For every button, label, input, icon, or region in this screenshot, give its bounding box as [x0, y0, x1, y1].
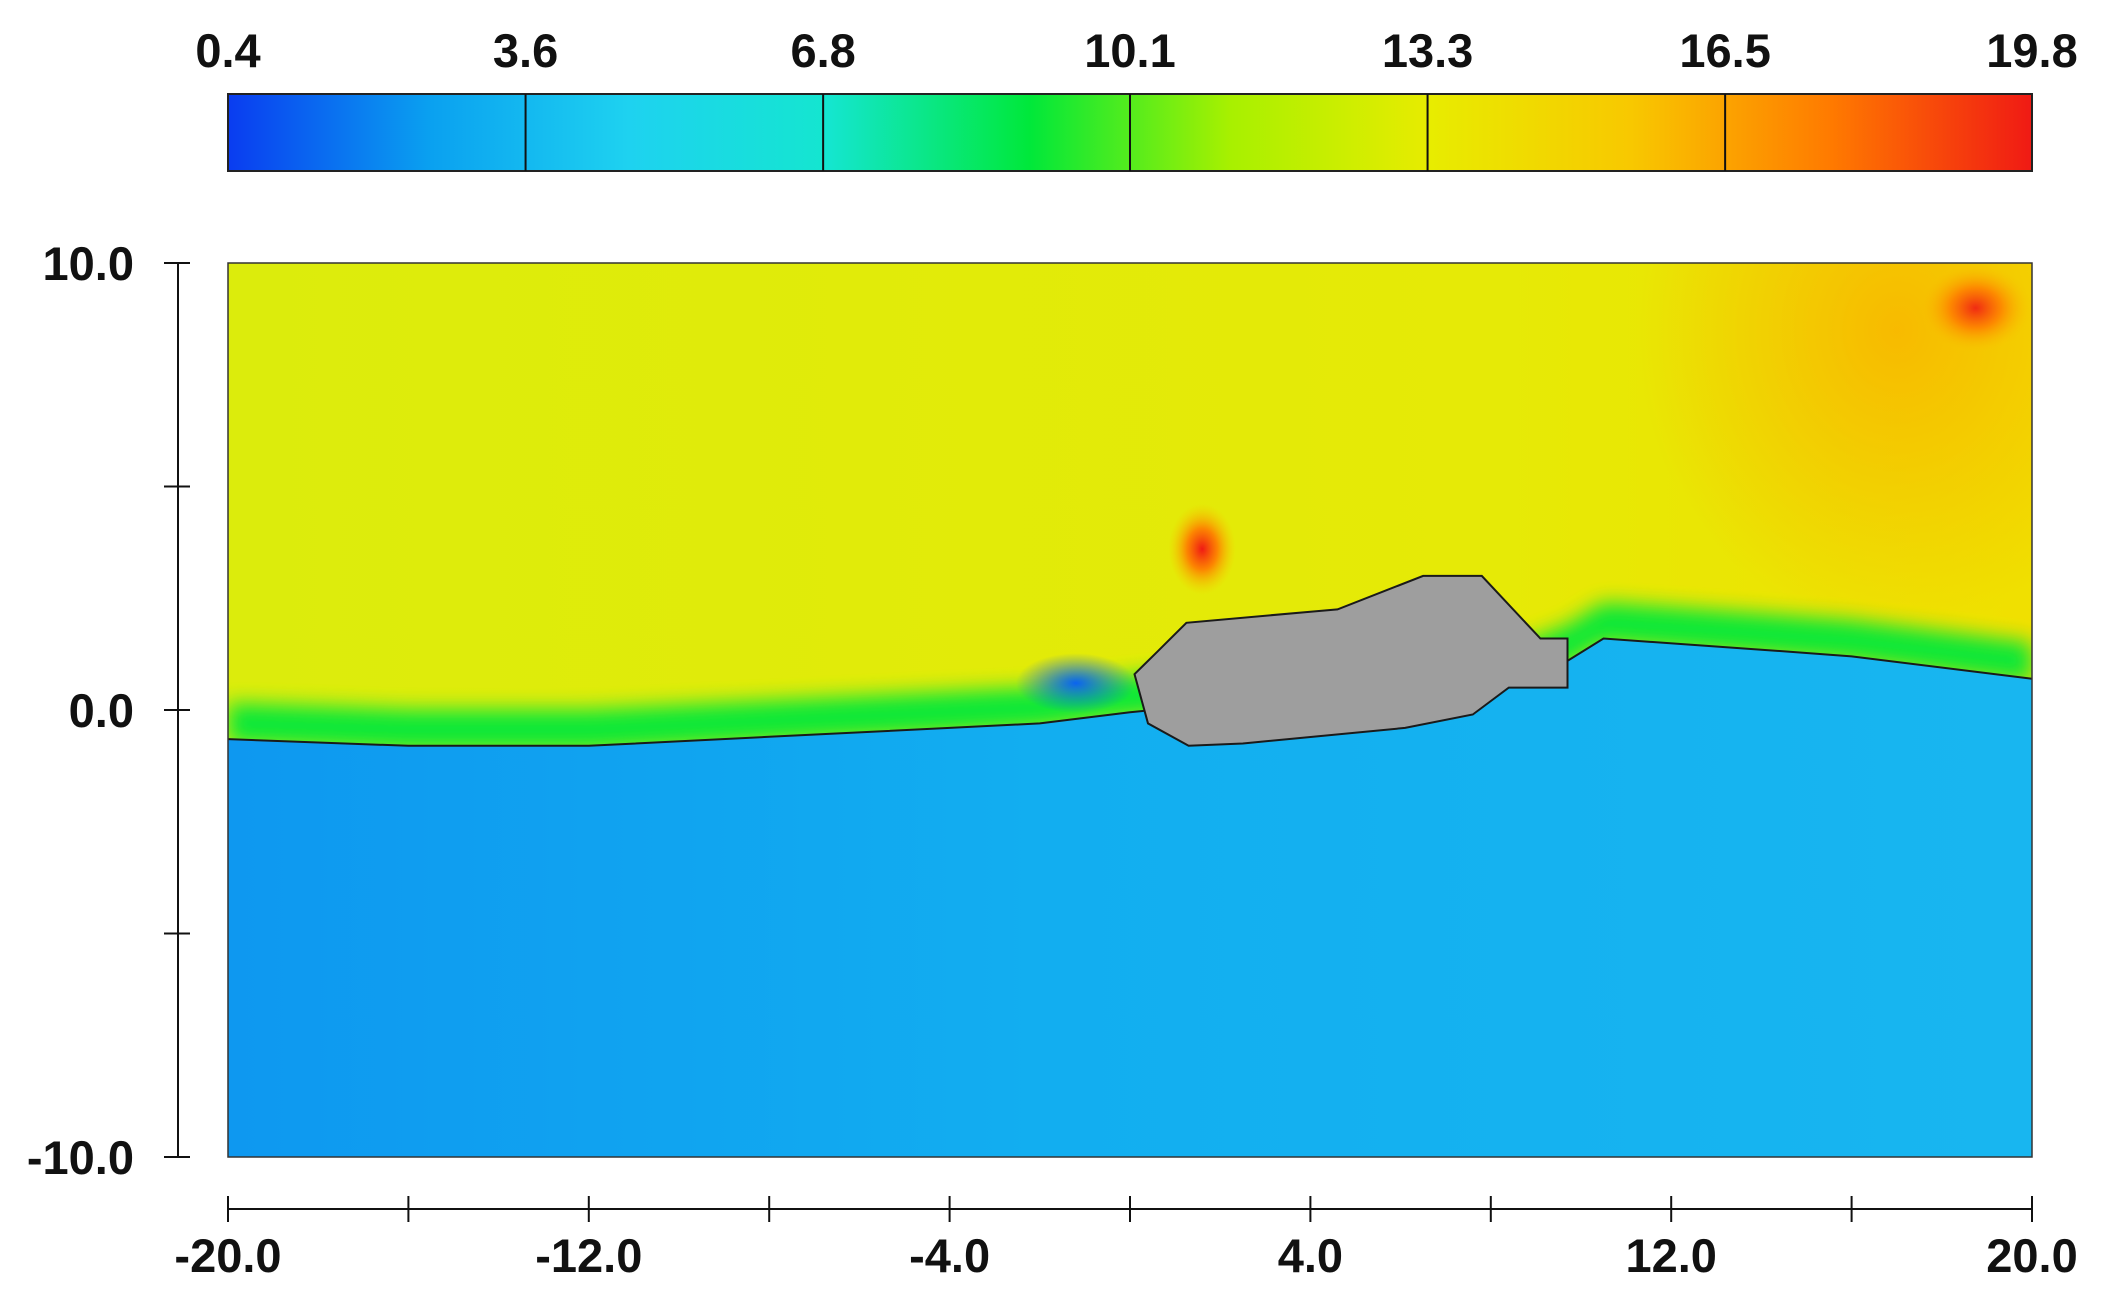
colorbar-tick-label: 10.1 — [1084, 24, 1175, 77]
velocity-minimum — [1015, 653, 1136, 714]
colorbar-ticks: 0.4 3.6 6.8 10.1 13.3 16.5 19.8 — [195, 24, 2078, 171]
floating-body — [1133, 574, 1569, 747]
colorbar-tick-label: 13.3 — [1382, 24, 1473, 77]
colorbar-tick-label: 19.8 — [1986, 24, 2077, 77]
y-tick-label: 0.0 — [69, 684, 134, 737]
corner-peak — [1919, 263, 2032, 353]
y-tick-label: 10.0 — [43, 237, 134, 290]
colorbar-tick-label: 16.5 — [1679, 24, 1770, 77]
y-axis: 10.0 0.0 -10.0 — [27, 237, 190, 1184]
colorbar-tick-label: 3.6 — [493, 24, 558, 77]
x-tick-label: -12.0 — [535, 1229, 642, 1282]
colorbar: 0.4 3.6 6.8 10.1 13.3 16.5 19.8 — [195, 24, 2078, 172]
hot-region — [1636, 263, 2032, 630]
plot-frame — [227, 262, 2033, 1158]
colorbar-tick-label: 6.8 — [790, 24, 855, 77]
colorbar-tick-label: 0.4 — [195, 24, 260, 77]
x-tick-label: 20.0 — [1986, 1229, 2077, 1282]
hotspots — [1015, 503, 1237, 714]
x-axis: -20.0 -12.0 -4.0 4.0 12.0 20.0 — [174, 1196, 2078, 1282]
interface-band — [228, 602, 2032, 750]
x-tick-label: 4.0 — [1278, 1229, 1343, 1282]
x-tick-label: -4.0 — [909, 1229, 990, 1282]
plot-area — [228, 263, 2032, 1157]
water-region — [228, 638, 2032, 1157]
x-tick-label: -20.0 — [174, 1229, 281, 1282]
y-tick-label: -10.0 — [27, 1131, 134, 1184]
velocity-peak — [1168, 503, 1237, 596]
x-tick-label: 12.0 — [1625, 1229, 1716, 1282]
